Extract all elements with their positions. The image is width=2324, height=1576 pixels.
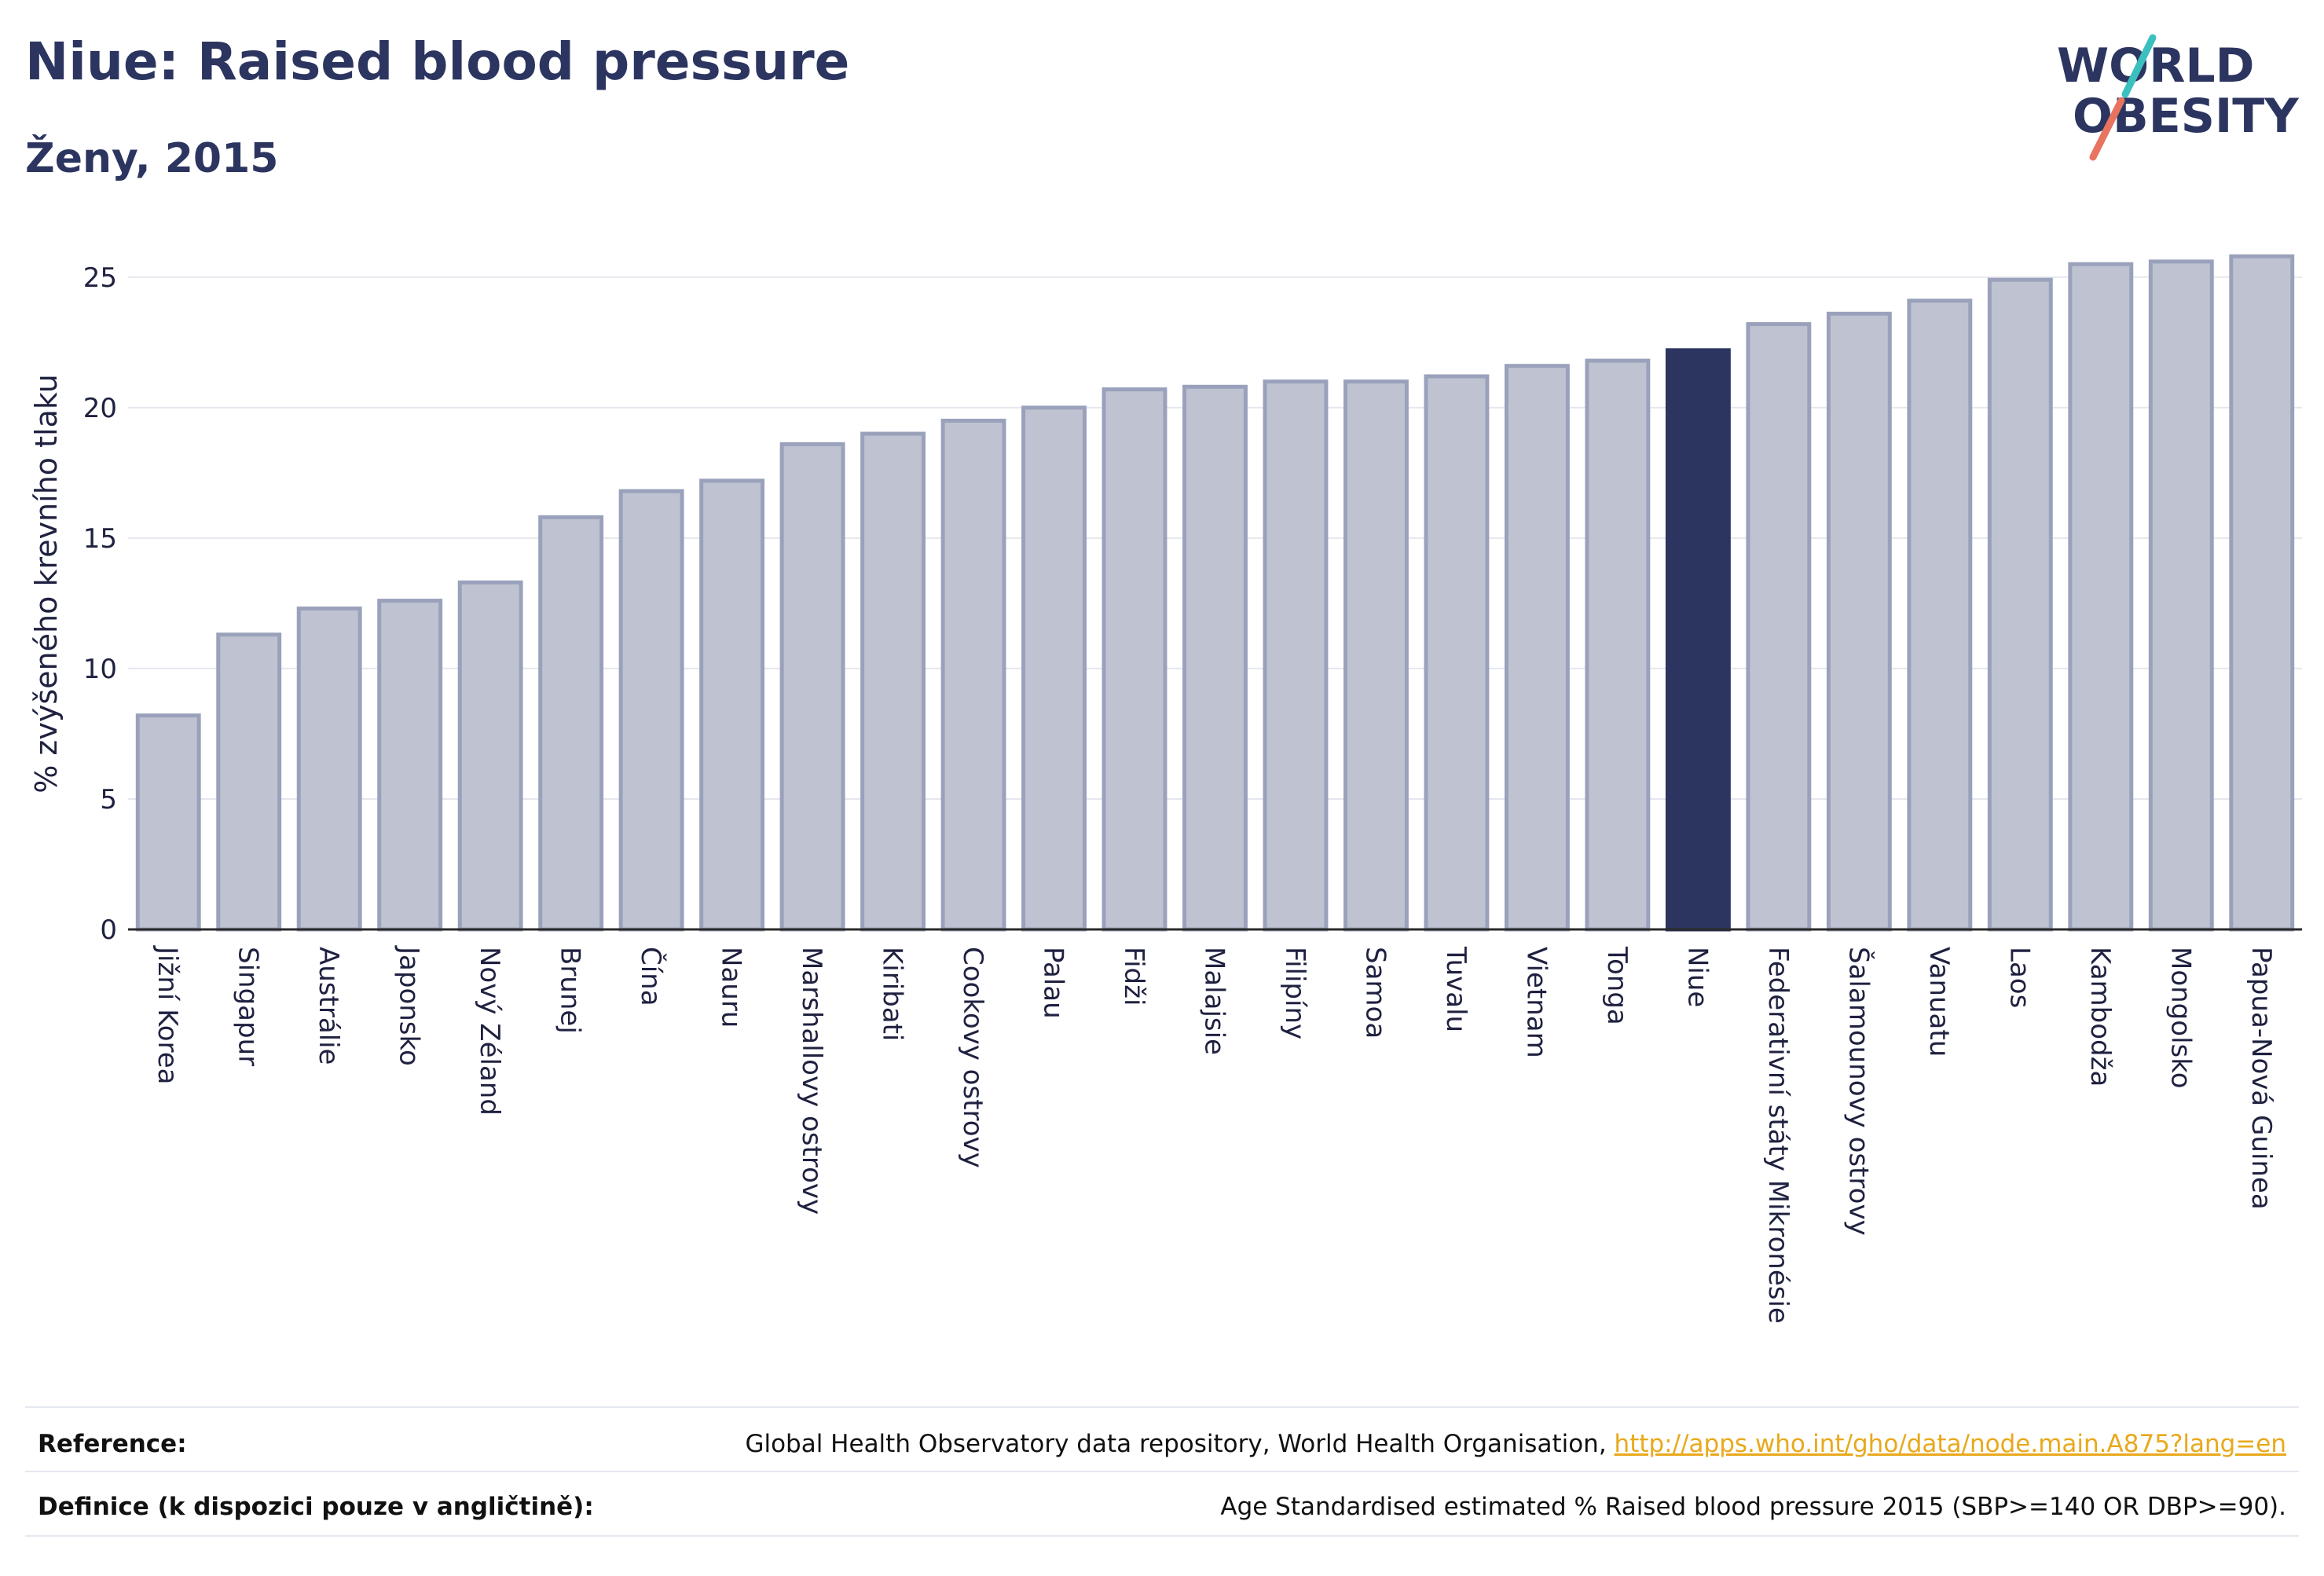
bar <box>216 632 282 932</box>
x-tick-label: Nový Zéland <box>474 947 505 1116</box>
x-tick-label: Šalamounovy ostrovy <box>1842 947 1875 1236</box>
bar <box>1263 379 1329 932</box>
bar <box>296 607 362 932</box>
x-tick-label: Vietnam <box>1520 947 1552 1058</box>
footer-divider-mid <box>25 1471 2299 1472</box>
x-tick-label: Čína <box>635 947 667 1006</box>
x-tick-label: Mongolsko <box>2165 947 2196 1089</box>
x-tick-label: Filipíny <box>1279 947 1310 1039</box>
x-tick-label: Brunej <box>555 947 586 1034</box>
bar <box>860 431 926 932</box>
footer-divider-bottom <box>25 1535 2299 1537</box>
x-tick-label: Austrálie <box>313 947 344 1065</box>
page-title: Niue: Raised blood pressure <box>25 31 850 92</box>
y-tick-label: 15 <box>83 523 117 555</box>
bar <box>1021 405 1087 932</box>
x-tick-label: Singapur <box>233 947 264 1066</box>
x-tick-label: Papua-Nová Guinea <box>2245 947 2277 1210</box>
x-tick-label: Kiribati <box>877 947 908 1041</box>
bar <box>1504 364 1570 932</box>
x-tick-label: Fidži <box>1118 947 1149 1006</box>
y-axis-label: % zvýšeného krevního tlaku <box>29 374 64 793</box>
x-tick-label: Marshallovy ostrovy <box>796 947 827 1215</box>
x-tick-label: Kambodža <box>2084 947 2116 1087</box>
definition-label: Definice (k dispozici pouze v angličtině… <box>38 1493 594 1521</box>
x-tick-label: Palau <box>1038 947 1069 1019</box>
logo-slash-teal <box>2121 34 2157 98</box>
y-tick-label: 20 <box>83 393 117 424</box>
bar <box>1826 311 1892 932</box>
bar <box>940 418 1006 932</box>
y-tick-label: 0 <box>100 914 117 946</box>
world-obesity-logo: WORLD OBESITY <box>2057 34 2300 161</box>
bar <box>377 599 443 932</box>
bar <box>1907 299 1973 932</box>
x-tick-label: Laos <box>2003 947 2035 1008</box>
x-tick-label: Niue <box>1681 947 1713 1007</box>
bar <box>1746 322 1812 932</box>
x-tick-label: Tonga <box>1601 946 1633 1025</box>
bar <box>457 580 523 932</box>
bar <box>618 489 684 932</box>
logo-slash-coral <box>2089 97 2125 161</box>
x-tick-label: Malajsie <box>1199 947 1230 1055</box>
bar <box>779 442 845 932</box>
bar <box>1102 387 1167 932</box>
bar <box>135 713 201 932</box>
footer-reference-row: Reference: Global Health Observatory dat… <box>25 1430 2299 1469</box>
y-tick-label: 25 <box>83 262 117 294</box>
footer-definition-row: Definice (k dispozici pouze v angličtině… <box>25 1493 2299 1532</box>
bar-chart: 0 5 10 15 20 25 % zvýšeného krevního tlaku Jižn… <box>29 254 2302 1324</box>
page-subtitle: Ženy, 2015 <box>25 135 279 182</box>
footer-divider-top <box>25 1406 2299 1408</box>
x-tick-label: Jižní Korea <box>152 945 183 1085</box>
bar <box>2229 254 2295 932</box>
bar <box>1182 384 1248 932</box>
bar <box>538 515 604 932</box>
bar <box>2068 262 2134 932</box>
x-tick-label: Samoa <box>1359 947 1391 1039</box>
bar <box>699 478 765 932</box>
bar <box>1585 358 1651 932</box>
reference-link[interactable]: http://apps.who.int/gho/data/node.main.A… <box>1614 1430 2286 1458</box>
reference-label: Reference: <box>38 1430 187 1458</box>
bar <box>1987 277 2053 932</box>
definition-text: Age Standardised estimated % Raised bloo… <box>1220 1493 2286 1521</box>
bar <box>1343 379 1409 932</box>
x-tick-label: Tuvalu <box>1440 946 1472 1032</box>
bar <box>1665 348 1731 932</box>
bar <box>2148 259 2214 932</box>
y-tick-label: 5 <box>100 784 117 815</box>
reference-value: Global Health Observatory data repositor… <box>745 1430 2286 1458</box>
x-tick-label: Federativní státy Mikronésie <box>1762 947 1794 1324</box>
bar <box>1424 374 1490 932</box>
y-tick-label: 10 <box>83 654 117 685</box>
x-tick-label: Japonsko <box>394 945 425 1066</box>
logo-line-1: WORLD <box>2057 38 2254 93</box>
x-tick-label: Vanuatu <box>1923 947 1955 1057</box>
x-tick-label: Cookovy ostrovy <box>957 947 988 1168</box>
reference-text: Global Health Observatory data repositor… <box>745 1430 1615 1458</box>
x-tick-label: Nauru <box>716 947 747 1028</box>
